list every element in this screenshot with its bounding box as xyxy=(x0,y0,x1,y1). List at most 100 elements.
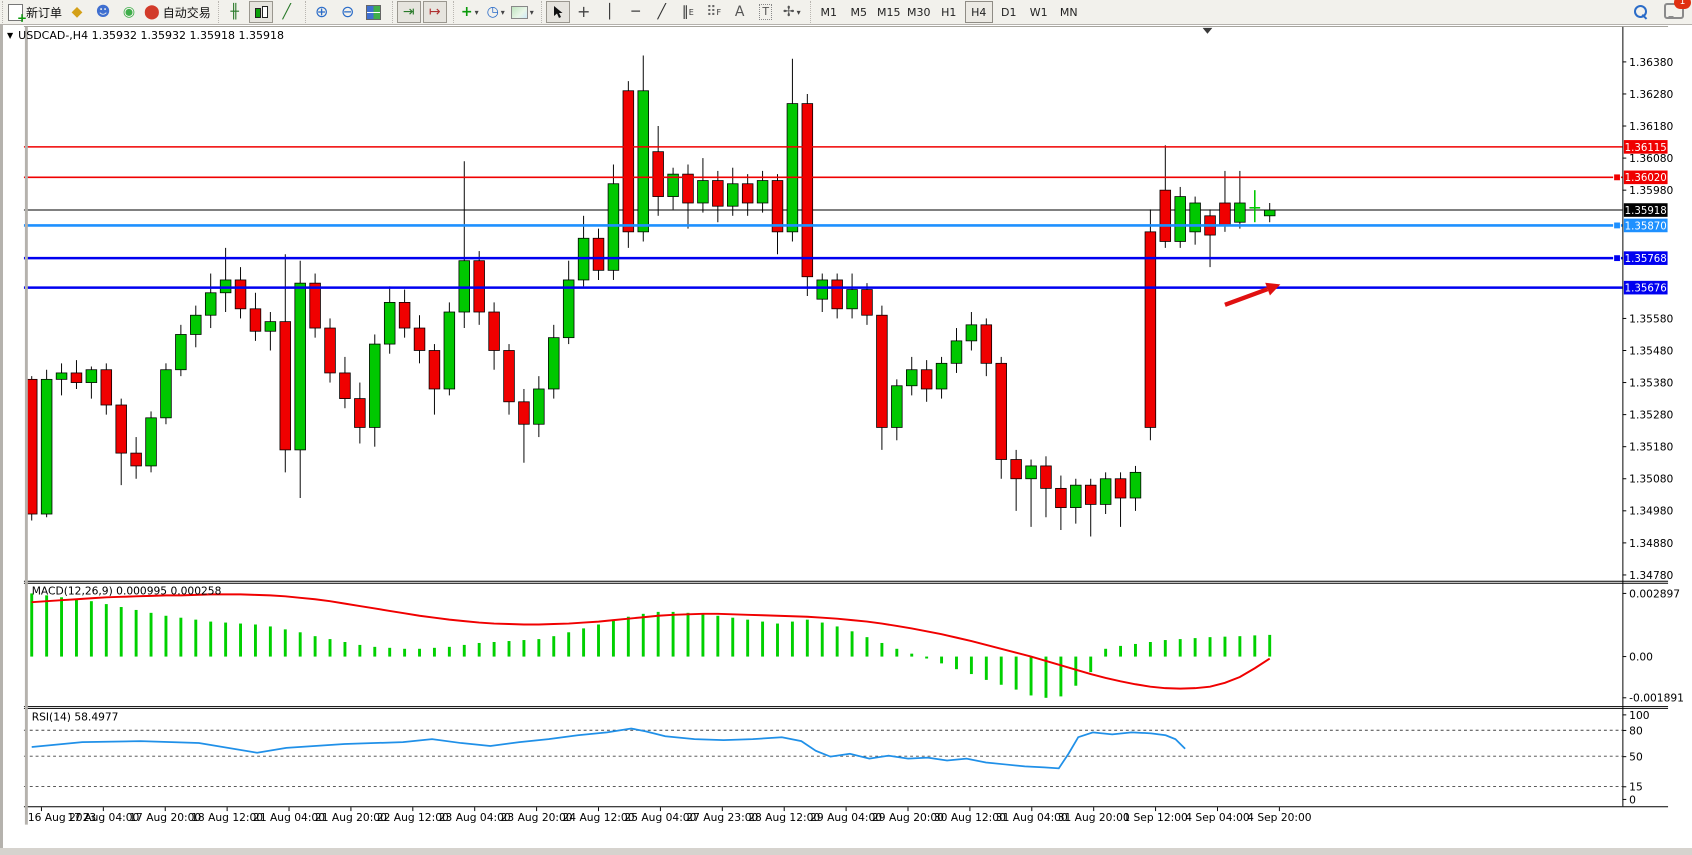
svg-text:23 Aug 04:00: 23 Aug 04:00 xyxy=(439,811,511,824)
svg-text:1.35080: 1.35080 xyxy=(1629,473,1673,486)
tile-windows-icon xyxy=(366,4,382,20)
search-icon xyxy=(1634,5,1648,20)
svg-text:21 Aug 20:00: 21 Aug 20:00 xyxy=(315,811,387,824)
timeframe-W1[interactable]: W1 xyxy=(1029,5,1048,19)
cursor-icon xyxy=(552,5,564,19)
timeframe-H1[interactable]: H1 xyxy=(941,5,957,19)
indicators-dropdown-icon[interactable]: ▾ xyxy=(474,7,479,17)
svg-text:1.35676: 1.35676 xyxy=(1625,284,1667,295)
arrows-tool-button[interactable]: ✢ ▾ xyxy=(780,1,804,23)
toolbar-group-scroll: ⇥ ↦ xyxy=(391,1,451,23)
timeframe-MN[interactable]: MN xyxy=(1059,5,1078,19)
svg-text:1 Sep 12:00: 1 Sep 12:00 xyxy=(1123,811,1188,824)
notifications-button[interactable]: 1 xyxy=(1654,0,1691,22)
new-order-button[interactable]: 新订单 xyxy=(7,1,63,25)
horizontal-line-button[interactable]: ─ xyxy=(624,1,648,23)
svg-text:1.35480: 1.35480 xyxy=(1629,344,1673,357)
horizontal-line-icon: ─ xyxy=(631,4,640,20)
channel-sub-label: E xyxy=(688,7,694,17)
svg-text:-0.001891: -0.001891 xyxy=(1629,692,1684,705)
crosshair-button[interactable]: + xyxy=(572,1,596,23)
svg-text:17 Aug 20:00: 17 Aug 20:00 xyxy=(129,811,201,824)
svg-text:1.35870: 1.35870 xyxy=(1625,221,1667,232)
timeframe-M1[interactable]: M1 xyxy=(820,5,837,19)
ohlc-info: ▼ USDCAD-,H4 1.35932 1.35932 1.35918 1.3… xyxy=(7,29,284,42)
alerts-button[interactable]: ◆ xyxy=(65,1,89,23)
svg-text:16 Aug 2023: 16 Aug 2023 xyxy=(28,811,96,824)
timeframe-H4[interactable]: H4 xyxy=(964,1,993,23)
trendline-button[interactable]: ╱ xyxy=(650,1,674,23)
chart-shift-marker[interactable] xyxy=(1202,27,1213,34)
profile-button[interactable]: ☻ xyxy=(91,1,115,23)
svg-text:50: 50 xyxy=(1629,751,1643,764)
price-axis[interactable]: 1.36380 1.36280 1.36180 1.36080 1.35980 1.355… xyxy=(1622,56,1674,582)
indicators-button[interactable]: + ▾ xyxy=(458,1,482,23)
periods-dropdown-icon[interactable]: ▾ xyxy=(500,7,505,17)
timeframe-M5[interactable]: M5 xyxy=(850,5,867,19)
profile-icon: ☻ xyxy=(95,4,111,20)
search-button[interactable] xyxy=(1629,1,1653,23)
templates-dropdown-icon[interactable]: ▾ xyxy=(529,7,534,17)
svg-text:1.36280: 1.36280 xyxy=(1629,88,1673,101)
autotrading-label: 自动交易 xyxy=(162,5,211,20)
arrows-tool-icon: ✢ xyxy=(782,4,795,20)
svg-text:30 Aug 12:00: 30 Aug 12:00 xyxy=(934,811,1006,824)
templates-button[interactable]: ▾ xyxy=(510,1,535,23)
price-badges: 1.36115 1.36020 1.35918 1.35870 1.35768 1.356… xyxy=(1613,140,1668,295)
notification-badge: 1 xyxy=(1674,0,1691,9)
zoom-out-button[interactable]: ⊖ xyxy=(336,1,360,23)
fibonacci-button[interactable]: ⠿ F xyxy=(702,1,726,23)
ohlc-info-text: USDCAD-,H4 1.35932 1.35932 1.35918 1.359… xyxy=(18,29,285,42)
channel-button[interactable]: ∥ E xyxy=(676,1,700,23)
candles xyxy=(25,55,1276,537)
chart-shift-button[interactable]: ↦ xyxy=(422,1,447,23)
collapse-ohlc-icon[interactable]: ▼ xyxy=(7,31,14,40)
svg-text:31 Aug 20:00: 31 Aug 20:00 xyxy=(1058,811,1130,824)
svg-text:4 Sep 20:00: 4 Sep 20:00 xyxy=(1247,811,1312,824)
timeframe-M30[interactable]: M30 xyxy=(906,5,931,19)
arrow-annotation[interactable] xyxy=(1224,282,1281,307)
bottom-strip xyxy=(0,848,1692,855)
text-label-button[interactable]: T xyxy=(754,1,778,23)
timeframe-M15[interactable]: M15 xyxy=(876,5,901,19)
main-toolbar: 新订单 ◆ ☻ ◉ ⬤ 自动交易 ╫ ╱ ⊕ ⊖ xyxy=(0,0,1692,25)
vertical-line-button[interactable]: │ xyxy=(598,1,622,23)
new-order-label: 新订单 xyxy=(26,5,63,20)
pane-borders xyxy=(23,25,1669,825)
periods-button[interactable]: ◷ ▾ xyxy=(484,1,508,23)
price-chart[interactable]: MACD(12,26,9) 0.000995 0.000258 RSI(14) 5… xyxy=(0,24,1692,848)
timeframe-D1[interactable]: D1 xyxy=(1000,5,1017,19)
svg-text:1.36080: 1.36080 xyxy=(1629,152,1673,165)
tile-windows-button[interactable] xyxy=(362,1,386,23)
autotrading-button[interactable]: ⬤ 自动交易 xyxy=(143,1,212,23)
macd-label: MACD(12,26,9) 0.000995 0.000258 xyxy=(32,584,222,597)
arrows-dropdown-icon[interactable]: ▾ xyxy=(796,7,801,17)
svg-text:28 Aug 12:00: 28 Aug 12:00 xyxy=(748,811,820,824)
line-handle xyxy=(1613,221,1621,230)
fibonacci-icon: ⠿ xyxy=(706,4,717,20)
svg-text:23 Aug 20:00: 23 Aug 20:00 xyxy=(501,811,573,824)
autoscroll-button[interactable]: ⇥ xyxy=(396,1,421,23)
rsi-label: RSI(14) 58.4977 xyxy=(32,711,119,724)
svg-text:0.002897: 0.002897 xyxy=(1629,587,1680,600)
zoom-in-button[interactable]: ⊕ xyxy=(310,1,334,23)
cursor-button[interactable] xyxy=(545,1,570,23)
signals-button[interactable]: ◉ xyxy=(117,1,141,23)
svg-text:1.34880: 1.34880 xyxy=(1629,537,1673,550)
svg-text:1.35180: 1.35180 xyxy=(1629,441,1673,454)
svg-text:1.35768: 1.35768 xyxy=(1625,254,1667,265)
bar-chart-button[interactable]: ╫ xyxy=(223,1,247,23)
svg-text:29 Aug 20:00: 29 Aug 20:00 xyxy=(872,811,944,824)
text-label-icon: T xyxy=(759,4,773,20)
toolbar-group-trading: 新订单 ◆ ☻ ◉ ⬤ 自动交易 xyxy=(2,1,216,25)
zoom-in-icon: ⊕ xyxy=(315,2,329,21)
svg-text:1.35580: 1.35580 xyxy=(1629,312,1673,325)
macd-pane: MACD(12,26,9) 0.000995 0.000258 xyxy=(30,584,1272,698)
candlestick-chart-button[interactable] xyxy=(248,1,273,23)
svg-text:21 Aug 04:00: 21 Aug 04:00 xyxy=(253,811,325,824)
svg-text:24 Aug 12:00: 24 Aug 12:00 xyxy=(563,811,635,824)
line-handle xyxy=(1613,173,1621,182)
line-chart-button[interactable]: ╱ xyxy=(275,1,299,23)
text-button[interactable]: A xyxy=(728,1,752,23)
